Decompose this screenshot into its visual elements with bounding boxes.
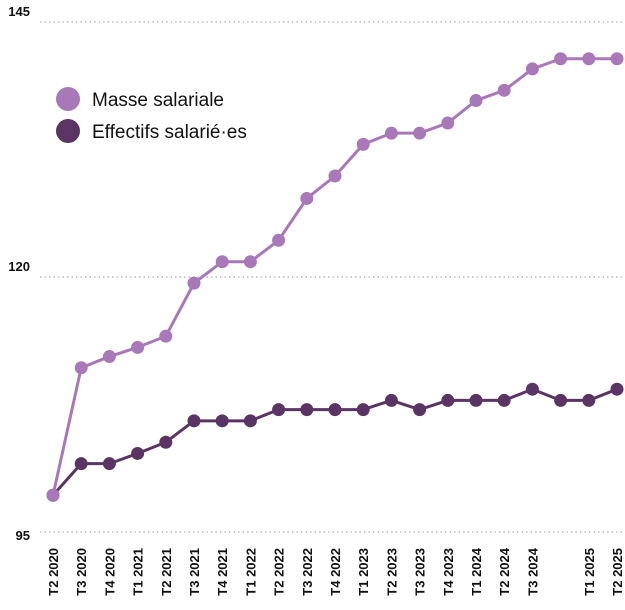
- point: [469, 94, 483, 108]
- x-tick-label: T2 2022: [272, 548, 287, 596]
- point: [328, 403, 342, 417]
- point: [243, 414, 257, 428]
- legend-label: Effectifs salarié·es: [92, 122, 247, 143]
- point: [46, 488, 60, 502]
- point: [102, 457, 116, 471]
- x-tick-label: T2 2023: [384, 548, 399, 596]
- point: [328, 169, 342, 183]
- point: [441, 393, 455, 407]
- legend-marker: [56, 87, 80, 111]
- point: [610, 52, 624, 66]
- point: [74, 361, 88, 375]
- point: [413, 126, 427, 140]
- point: [131, 340, 145, 354]
- point: [497, 83, 511, 97]
- point: [610, 382, 624, 396]
- point: [384, 393, 398, 407]
- x-tick-label: T2 2021: [159, 548, 174, 596]
- point: [272, 403, 286, 417]
- x-tick-label: T4 2023: [441, 548, 456, 596]
- point: [356, 403, 370, 417]
- point: [384, 126, 398, 140]
- x-tick-label: T1 2022: [243, 548, 258, 596]
- x-tick-label: T1 2024: [469, 547, 484, 595]
- point: [497, 393, 511, 407]
- point: [159, 329, 173, 343]
- x-tick-label: T3 2020: [74, 548, 89, 596]
- point: [187, 276, 201, 290]
- point: [554, 393, 568, 407]
- point: [356, 137, 370, 151]
- point: [441, 116, 455, 130]
- point: [469, 393, 483, 407]
- point: [413, 403, 427, 417]
- point: [554, 52, 568, 66]
- point: [131, 446, 145, 460]
- x-tick-label: T4 2021: [215, 548, 230, 596]
- x-tick-label: T4 2020: [102, 548, 117, 596]
- x-tick-label: T1 2023: [356, 548, 371, 596]
- legend-marker: [56, 119, 80, 143]
- point: [215, 414, 229, 428]
- point: [300, 403, 314, 417]
- point: [272, 233, 286, 247]
- point: [215, 255, 229, 269]
- point: [102, 350, 116, 364]
- point: [300, 191, 314, 205]
- y-tick-label: 145: [8, 4, 30, 19]
- x-tick-label: T2 2024: [497, 547, 512, 595]
- point: [525, 62, 539, 76]
- x-tick-label: T4 2022: [328, 548, 343, 596]
- point: [525, 382, 539, 396]
- x-tick-label: T3 2023: [413, 548, 428, 596]
- point: [243, 255, 257, 269]
- point: [582, 393, 596, 407]
- point: [74, 457, 88, 471]
- x-tick-label: T1 2021: [131, 548, 146, 596]
- y-tick-label: 95: [16, 528, 30, 543]
- point: [159, 435, 173, 449]
- y-tick-label: 120: [8, 259, 30, 274]
- x-tick-label: T2 2025: [610, 548, 625, 596]
- x-tick-label: T3 2022: [300, 548, 315, 596]
- x-tick-label: T3 2021: [187, 548, 202, 596]
- x-tick-label: T2 2020: [46, 548, 61, 596]
- legend-label: Masse salariale: [92, 90, 224, 111]
- x-tick-label: T1 2025: [582, 548, 597, 596]
- point: [187, 414, 201, 428]
- point: [582, 52, 596, 66]
- x-tick-label: T3 2024: [525, 547, 540, 595]
